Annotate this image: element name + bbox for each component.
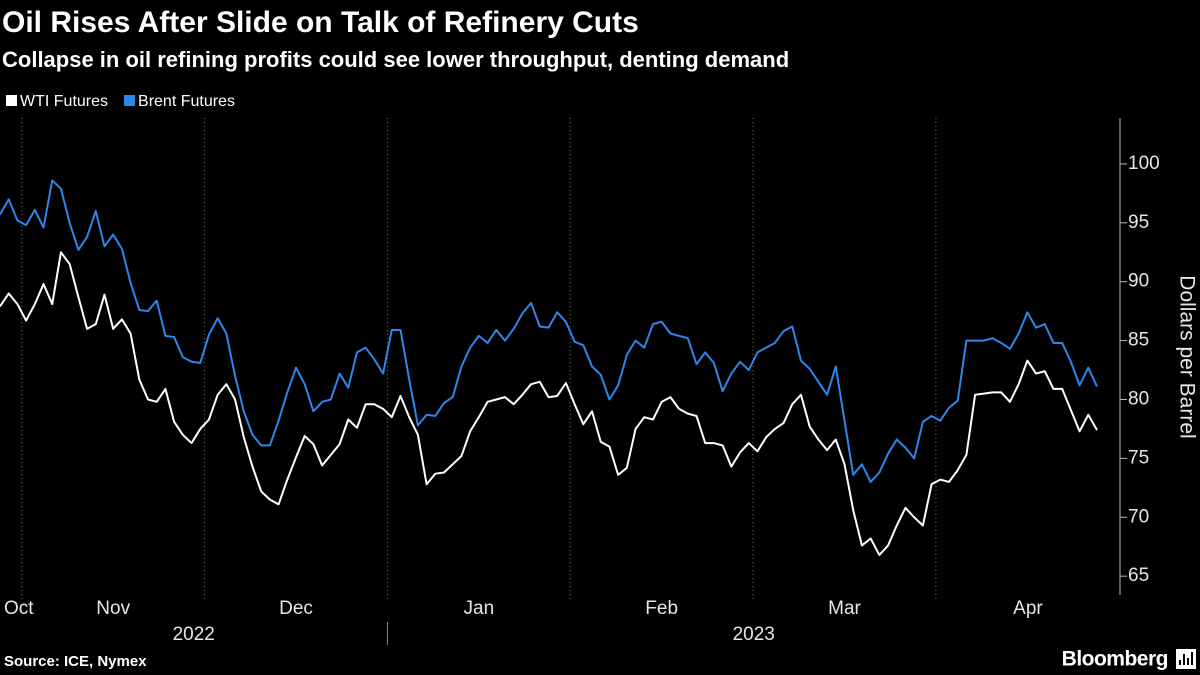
y-axis-title: Dollars per Barrel [1175, 275, 1198, 438]
y-tick-label: 75 [1128, 447, 1149, 468]
brand: Bloomberg [1062, 648, 1168, 671]
x-tick-label: Mar [828, 598, 861, 619]
x-tick-label: Nov [96, 598, 130, 619]
y-tick-label: 85 [1128, 330, 1149, 351]
y-tick-label: 70 [1128, 506, 1149, 527]
y-tick-label: 80 [1128, 389, 1149, 410]
legend-label: WTI Futures [20, 93, 108, 110]
series-line [0, 251, 1098, 556]
y-tick-label: 100 [1128, 153, 1160, 174]
x-tick-label: Dec [279, 598, 313, 619]
x-tick-label: Oct [4, 598, 34, 619]
x-tick-label: Feb [645, 598, 678, 619]
chart-title: Oil Rises After Slide on Talk of Refiner… [2, 6, 639, 39]
y-tick-label: 95 [1128, 212, 1149, 233]
legend-swatch [6, 95, 17, 106]
series-line [0, 179, 1098, 483]
x-tick-label: Apr [1013, 598, 1043, 619]
brand-icon [1176, 649, 1196, 669]
x-group-label: 2022 [173, 624, 215, 645]
y-tick-label: 65 [1128, 565, 1149, 586]
legend-swatch [124, 95, 136, 106]
x-tick-label: Jan [464, 598, 495, 619]
chart-subtitle: Collapse in oil refining profits could s… [2, 47, 789, 72]
source: Source: ICE, Nymex [4, 653, 147, 670]
y-tick-label: 90 [1128, 271, 1149, 292]
x-group-label: 2023 [733, 624, 775, 645]
legend-label: Brent Futures [138, 93, 235, 110]
